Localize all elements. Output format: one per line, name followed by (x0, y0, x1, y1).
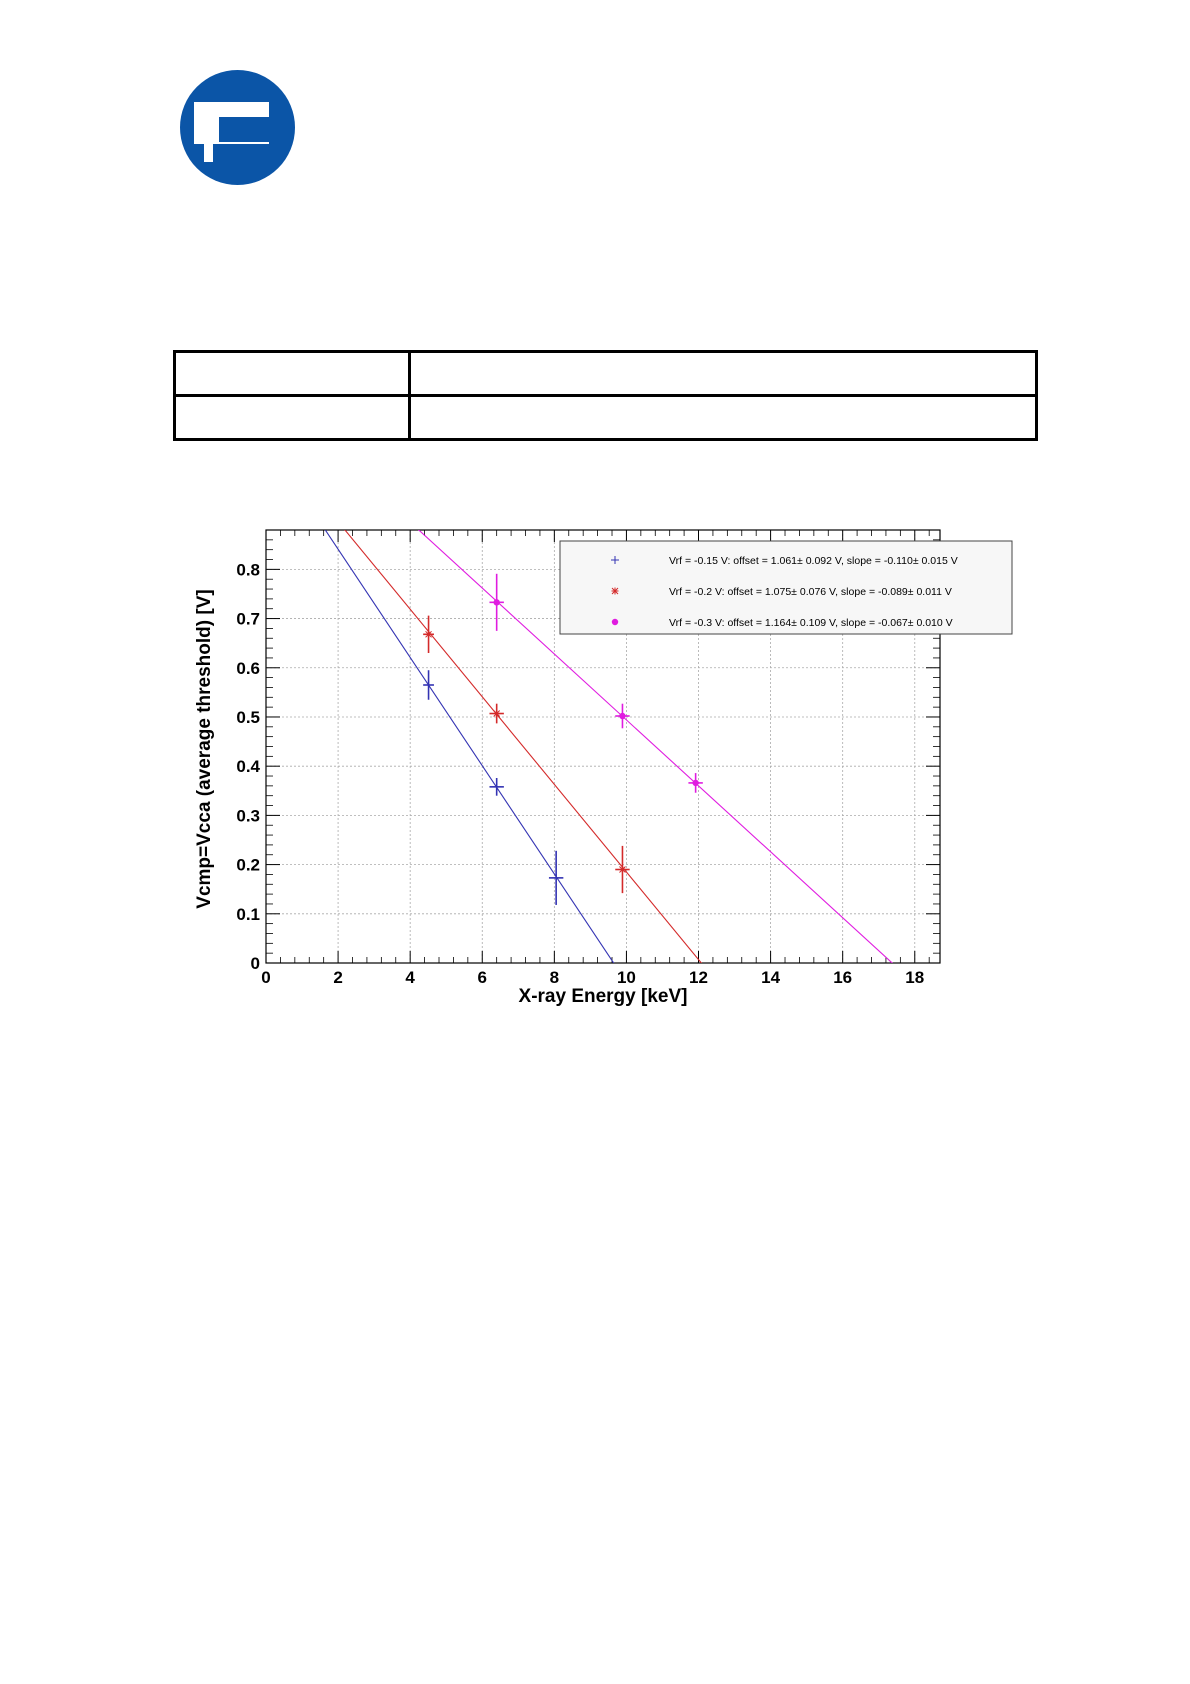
x-tick-label: 0 (261, 968, 270, 987)
table-cell (173, 350, 411, 397)
x-tick-label: 8 (550, 968, 559, 987)
legend: Vrf = -0.15 V: offset = 1.061± 0.092 V, … (559, 540, 1013, 635)
data-marker (425, 630, 433, 638)
legend-marker (611, 618, 619, 626)
legend-entry-text: Vrf = -0.15 V: offset = 1.061± 0.092 V, … (669, 555, 958, 567)
y-tick-label: 0.3 (236, 806, 260, 825)
x-tick-label: 12 (689, 968, 708, 987)
x-tick-label: 14 (761, 968, 780, 987)
data-marker (492, 782, 501, 791)
y-tick-label: 0.6 (236, 659, 260, 678)
y-tick-label: 0 (251, 954, 260, 973)
data-point (489, 777, 504, 796)
table-cell (173, 394, 411, 441)
table-cell (408, 350, 1038, 397)
legend-marker (611, 587, 619, 595)
x-tick-label: 4 (405, 968, 415, 987)
data-marker (619, 712, 626, 720)
header-table (173, 350, 1038, 441)
fit-lines (324, 530, 893, 963)
data-marker (493, 710, 501, 718)
data-marker (618, 866, 626, 874)
x-tick-label: 10 (617, 968, 636, 987)
institution-logo-icon (180, 70, 295, 185)
fit-line (344, 530, 703, 963)
data-point (688, 773, 703, 793)
data-point (615, 703, 630, 729)
legend-entry-text: Vrf = -0.2 V: offset = 1.075± 0.076 V, s… (669, 586, 952, 598)
fit-line (324, 530, 615, 963)
y-axis-label: Vcmp=Vcca (average threshold) [V] (194, 589, 215, 908)
y-tick-label: 0.5 (236, 708, 260, 727)
x-tick-label: 18 (905, 968, 924, 987)
data-points (423, 573, 703, 905)
data-marker (493, 599, 500, 606)
table-cell (408, 394, 1038, 441)
y-tick-label: 0.7 (236, 610, 260, 629)
fit-line (417, 530, 893, 963)
x-tick-label: 16 (833, 968, 852, 987)
y-tick-label: 0.4 (236, 757, 260, 776)
x-axis-label: X-ray Energy [keV] (519, 986, 688, 1007)
data-marker (552, 873, 561, 882)
y-tick-label: 0.1 (236, 905, 260, 924)
data-point (489, 573, 504, 631)
x-tick-label: 2 (333, 968, 342, 987)
data-point (423, 615, 434, 654)
y-tick-label: 0.8 (236, 560, 260, 579)
legend-entry-text: Vrf = -0.3 V: offset = 1.164± 0.109 V, s… (669, 617, 953, 629)
legend-marker (611, 556, 619, 564)
data-marker (424, 680, 433, 689)
data-point (615, 845, 630, 894)
data-point (423, 670, 434, 700)
data-point (548, 850, 564, 905)
x-tick-labels: 0 2 4 6 8 10 12 14 16 18 (261, 968, 924, 987)
y-tick-labels: 0 0.1 0.2 0.3 0.4 0.5 0.6 0.7 0.8 (236, 560, 260, 973)
table-row (173, 350, 1038, 397)
x-tick-label: 6 (478, 968, 487, 987)
data-point (489, 703, 504, 724)
table-row (173, 394, 1038, 441)
legend-box (559, 540, 1013, 635)
data-marker (692, 779, 699, 787)
y-tick-label: 0.2 (236, 856, 260, 875)
threshold-vs-energy-chart: 0 2 4 6 8 10 12 14 16 18 0 0.1 0.2 0.3 0.4 0.5 0.6 0.7 0.… (194, 529, 1013, 1007)
